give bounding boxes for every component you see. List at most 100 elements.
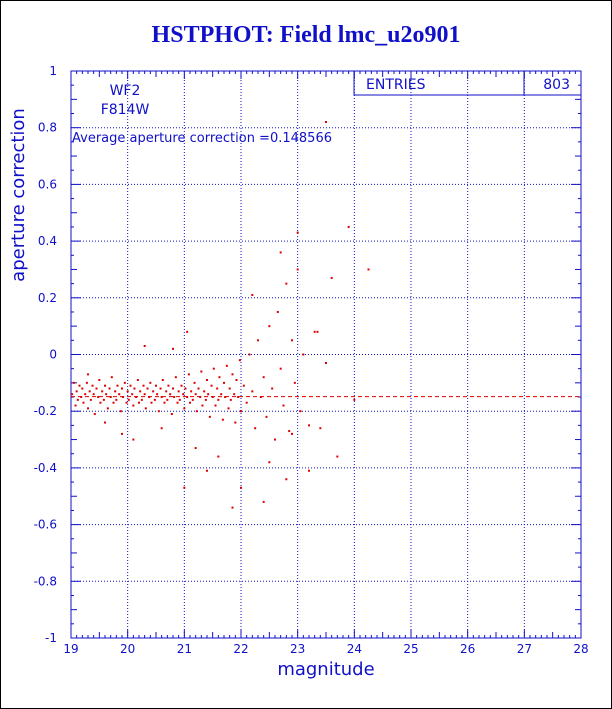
data-point	[265, 415, 268, 418]
data-point	[291, 432, 293, 435]
data-point	[139, 390, 142, 393]
x-tick-label: 20	[120, 642, 135, 656]
data-point	[251, 293, 254, 296]
data-point	[129, 384, 132, 387]
data-point	[353, 398, 356, 401]
data-point	[217, 455, 220, 458]
data-point	[201, 404, 204, 407]
data-point	[126, 390, 129, 393]
data-point	[183, 407, 186, 410]
data-point	[319, 427, 322, 430]
data-point	[75, 390, 78, 393]
data-point	[163, 401, 166, 404]
data-point	[87, 407, 89, 410]
x-tick-label: 25	[403, 642, 418, 656]
data-point	[114, 390, 117, 393]
data-point	[293, 381, 296, 384]
data-point	[279, 367, 282, 370]
data-point	[142, 384, 145, 387]
x-tick-label: 26	[460, 642, 475, 656]
ticks: 19 20 21 22 23 24 25 26 27 28 -1 -0.8 -0.6 -0.4 -0.2 0 0…	[34, 64, 589, 656]
data-point	[74, 404, 77, 407]
data-point	[200, 370, 203, 373]
data-point	[204, 398, 207, 401]
data-point	[225, 364, 228, 367]
data-point	[84, 393, 87, 396]
data-point	[177, 390, 180, 393]
data-point	[231, 373, 234, 376]
data-point	[136, 379, 139, 382]
y-tick-label: -0.4	[34, 461, 57, 475]
data-point	[123, 381, 126, 384]
data-point	[308, 469, 310, 472]
y-tick-label: 0.4	[38, 234, 57, 248]
data-point	[207, 393, 210, 396]
data-point	[116, 384, 119, 387]
data-point	[78, 384, 81, 387]
data-point	[197, 387, 200, 390]
data-point	[210, 384, 213, 387]
data-point	[257, 339, 259, 342]
data-point	[101, 390, 104, 393]
data-point	[121, 432, 123, 435]
data-point	[195, 410, 198, 413]
data-point	[155, 384, 157, 387]
y-tick-label: -0.2	[34, 404, 57, 418]
data-point	[93, 413, 96, 416]
data-point	[180, 384, 183, 387]
data-point	[186, 330, 189, 333]
data-point	[183, 486, 186, 489]
data-point	[186, 396, 189, 399]
camera-label: WF2	[110, 83, 141, 99]
data-point	[308, 424, 310, 427]
data-point	[125, 401, 128, 404]
data-point	[189, 401, 191, 404]
data-point	[88, 390, 91, 393]
y-tick-label: 1	[49, 64, 57, 78]
data-point	[161, 379, 164, 382]
y-tick-label: 0.6	[38, 177, 57, 191]
data-point	[156, 393, 159, 396]
data-point	[245, 401, 248, 404]
data-point	[184, 387, 187, 390]
data-point	[149, 381, 152, 384]
data-point	[174, 376, 177, 379]
data-point	[182, 393, 185, 396]
data-point	[237, 396, 240, 399]
data-point	[190, 390, 193, 393]
data-point	[172, 347, 174, 350]
data-point	[146, 387, 149, 390]
data-point	[82, 401, 85, 404]
data-point	[131, 393, 134, 396]
data-point	[235, 379, 238, 382]
data-point	[87, 373, 89, 376]
data-point	[223, 381, 225, 384]
data-point	[127, 398, 130, 401]
data-point	[234, 421, 237, 424]
data-point	[132, 404, 135, 407]
x-axis-label: magnitude	[277, 659, 374, 680]
data-point	[193, 381, 196, 384]
data-point	[81, 387, 84, 390]
y-tick-label: -0.6	[34, 518, 57, 532]
stats-box	[353, 70, 582, 96]
data-point	[92, 393, 95, 396]
data-point	[172, 387, 174, 390]
data-point	[76, 398, 79, 401]
data-point	[194, 393, 197, 396]
data-point	[72, 381, 75, 384]
data-point	[106, 407, 109, 410]
data-point	[143, 393, 146, 396]
data-point	[166, 398, 169, 401]
data-point	[336, 455, 339, 458]
data-point	[191, 398, 194, 401]
data-point	[160, 427, 163, 430]
data-point	[102, 398, 105, 401]
data-point	[99, 401, 102, 404]
entries-value: 803	[543, 77, 570, 93]
data-point	[150, 401, 153, 404]
data-point	[254, 427, 257, 430]
data-point	[216, 387, 219, 390]
data-point	[165, 390, 168, 393]
